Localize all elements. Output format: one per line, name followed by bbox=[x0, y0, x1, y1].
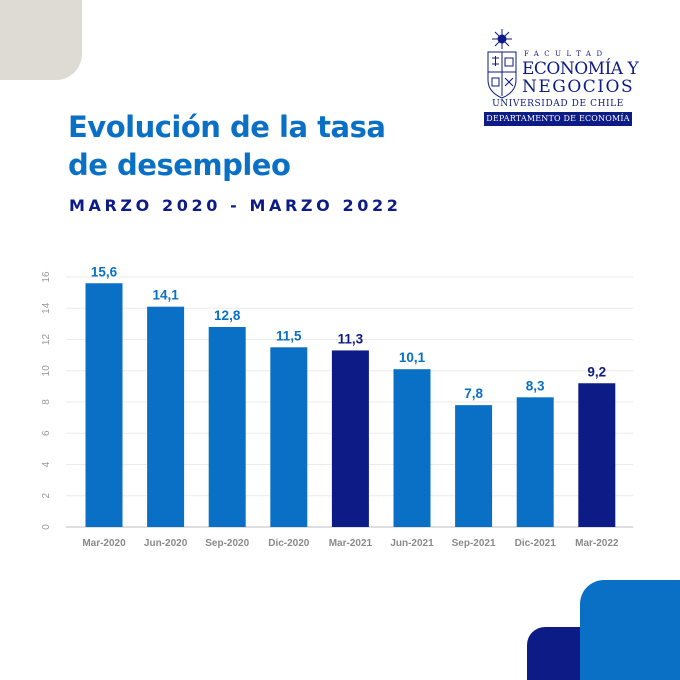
bar bbox=[578, 383, 616, 527]
logo-department-text: DEPARTAMENTO DE ECONOMÍA bbox=[484, 112, 632, 126]
y-tick-label: 14 bbox=[41, 302, 52, 314]
y-tick-label: 2 bbox=[41, 493, 52, 499]
x-tick-label: Mar-2021 bbox=[329, 538, 373, 549]
data-label: 9,2 bbox=[587, 364, 606, 379]
x-tick-label: Dic-2020 bbox=[268, 538, 310, 549]
faculty-logo: FACULTAD ECONOMÍA Y NEGOCIOS UNIVERSIDAD… bbox=[484, 28, 639, 128]
data-label: 11,5 bbox=[276, 328, 302, 343]
chart-grid bbox=[66, 276, 633, 528]
chart-title-line1: Evolución de la tasa bbox=[68, 110, 386, 144]
data-label: 8,3 bbox=[526, 378, 545, 393]
bar bbox=[85, 283, 123, 527]
chart-subtitle: MARZO 2020 - MARZO 2022 bbox=[69, 196, 402, 215]
y-tick-label: 4 bbox=[41, 461, 52, 467]
data-label: 15,6 bbox=[91, 264, 118, 279]
x-tick-label: Mar-2022 bbox=[575, 538, 619, 549]
y-tick-label: 16 bbox=[41, 271, 52, 283]
x-tick-label: Jun-2020 bbox=[144, 538, 188, 549]
bar bbox=[455, 405, 493, 527]
bar bbox=[270, 347, 308, 527]
logo-negocios-text: NEGOCIOS bbox=[522, 77, 635, 97]
chart-title-line2: de desempleo bbox=[68, 148, 291, 182]
bar bbox=[331, 350, 369, 527]
logo-economia-text: ECONOMÍA Y bbox=[522, 59, 639, 79]
y-tick-label: 10 bbox=[41, 365, 52, 377]
y-tick-label: 8 bbox=[41, 399, 52, 405]
y-tick-label: 12 bbox=[41, 334, 52, 346]
data-label: 12,8 bbox=[214, 308, 241, 323]
bar bbox=[393, 369, 431, 527]
y-tick-label: 0 bbox=[41, 524, 52, 530]
y-axis-ticks: 0 2 4 6 8 10 12 14 16 bbox=[41, 271, 52, 530]
university-shield-icon bbox=[487, 29, 517, 99]
bar bbox=[208, 327, 246, 527]
x-axis-ticks: Mar-2020 Jun-2020 Sep-2020 Dic-2020 Mar-2021… bbox=[82, 538, 619, 549]
decorative-corner-bottom-right bbox=[580, 580, 680, 680]
chart-title: Evolución de la tasa de desempleo bbox=[68, 108, 428, 184]
data-label: 14,1 bbox=[152, 288, 179, 303]
decorative-corner-bottom-right-dark bbox=[527, 627, 580, 680]
chart-value-labels: 15,6 14,1 12,8 11,5 11,3 10,1 7,8 8,3 9,2 bbox=[91, 264, 606, 401]
bar bbox=[147, 306, 185, 527]
data-label: 11,3 bbox=[338, 331, 364, 346]
decorative-corner-top-left bbox=[0, 0, 82, 80]
x-tick-label: Jun-2021 bbox=[390, 538, 434, 549]
x-tick-label: Sep-2021 bbox=[452, 538, 496, 549]
x-tick-label: Dic-2021 bbox=[515, 538, 557, 549]
y-tick-label: 6 bbox=[41, 430, 52, 436]
data-label: 7,8 bbox=[464, 386, 483, 401]
data-label: 10,1 bbox=[399, 350, 426, 365]
logo-university-text: UNIVERSIDAD DE CHILE bbox=[492, 99, 624, 109]
x-tick-label: Mar-2020 bbox=[82, 538, 126, 549]
logo-facultad-text: FACULTAD bbox=[524, 50, 608, 58]
x-tick-label: Sep-2020 bbox=[205, 538, 249, 549]
chart-bars bbox=[85, 283, 616, 527]
bar bbox=[516, 397, 554, 527]
